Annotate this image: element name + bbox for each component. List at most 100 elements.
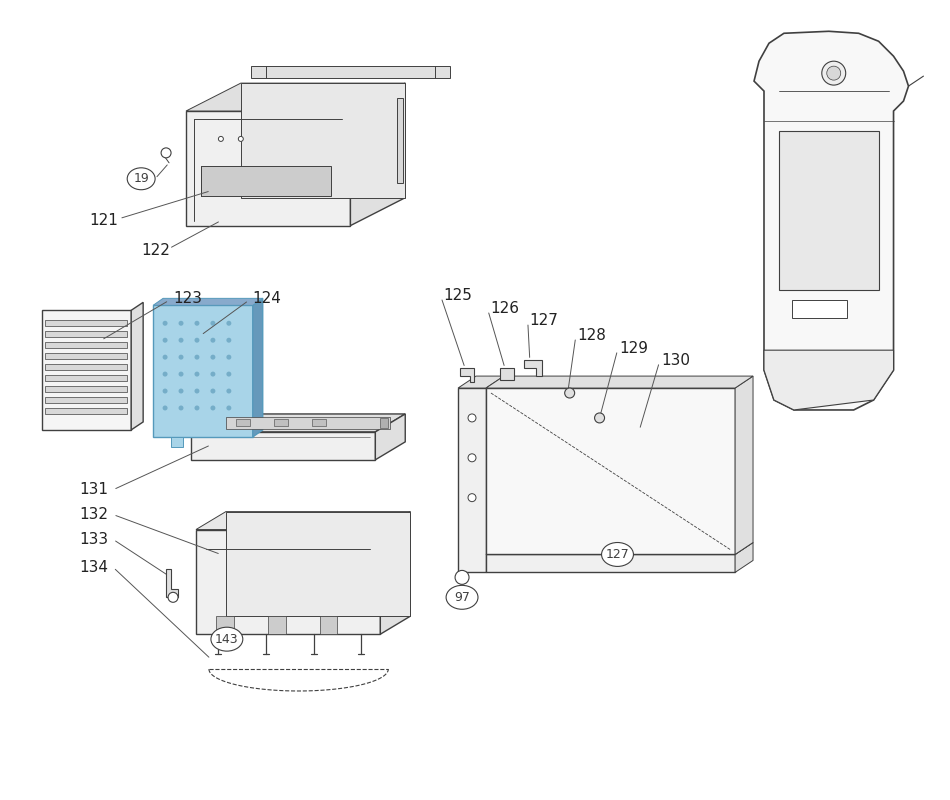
Polygon shape [460, 368, 474, 382]
Circle shape [162, 389, 167, 394]
Text: 127: 127 [606, 548, 630, 561]
Polygon shape [153, 306, 253, 437]
Polygon shape [764, 350, 894, 410]
Circle shape [238, 137, 243, 142]
Circle shape [210, 371, 216, 377]
Circle shape [195, 389, 200, 394]
Text: 128: 128 [578, 328, 606, 342]
Polygon shape [458, 376, 504, 388]
Polygon shape [46, 408, 127, 414]
Circle shape [455, 570, 469, 584]
Polygon shape [42, 310, 131, 430]
Polygon shape [380, 512, 410, 634]
Circle shape [195, 406, 200, 410]
Polygon shape [274, 419, 288, 426]
Text: 122: 122 [142, 243, 170, 258]
Circle shape [162, 371, 167, 377]
Polygon shape [166, 570, 178, 598]
Ellipse shape [127, 168, 155, 190]
Circle shape [162, 148, 171, 158]
Circle shape [162, 354, 167, 360]
Polygon shape [46, 320, 127, 326]
Polygon shape [397, 98, 403, 182]
Circle shape [226, 406, 232, 410]
Circle shape [162, 338, 167, 342]
Polygon shape [191, 414, 406, 432]
Polygon shape [268, 616, 286, 634]
Circle shape [226, 338, 232, 342]
Circle shape [218, 137, 223, 142]
Circle shape [226, 371, 232, 377]
Bar [380, 418, 389, 428]
Polygon shape [196, 530, 380, 634]
Polygon shape [735, 542, 753, 572]
Circle shape [168, 592, 178, 602]
Circle shape [195, 354, 200, 360]
Circle shape [179, 354, 183, 360]
Circle shape [162, 406, 167, 410]
Polygon shape [46, 375, 127, 381]
Circle shape [468, 414, 476, 422]
Circle shape [210, 406, 216, 410]
Polygon shape [486, 554, 735, 572]
Ellipse shape [446, 586, 478, 610]
Text: 97: 97 [454, 591, 470, 604]
Polygon shape [191, 432, 375, 460]
Polygon shape [216, 616, 234, 634]
Polygon shape [351, 83, 406, 226]
Polygon shape [226, 512, 410, 616]
Circle shape [210, 338, 216, 342]
Text: 123: 123 [173, 291, 202, 306]
Circle shape [210, 321, 216, 326]
Circle shape [210, 389, 216, 394]
Text: 134: 134 [80, 560, 108, 575]
Polygon shape [251, 66, 450, 78]
Circle shape [468, 494, 476, 502]
Text: 126: 126 [490, 301, 519, 316]
Polygon shape [458, 388, 486, 572]
Polygon shape [46, 397, 127, 403]
Text: 132: 132 [80, 507, 108, 522]
Polygon shape [486, 542, 753, 554]
Circle shape [162, 321, 167, 326]
Text: 127: 127 [530, 313, 559, 328]
Bar [792, 300, 846, 318]
Circle shape [822, 61, 846, 85]
Text: 129: 129 [619, 341, 649, 356]
Text: 133: 133 [80, 532, 108, 547]
Polygon shape [201, 166, 331, 196]
Polygon shape [46, 386, 127, 392]
Polygon shape [46, 331, 127, 338]
Text: 125: 125 [443, 288, 472, 303]
Circle shape [179, 321, 183, 326]
Circle shape [179, 338, 183, 342]
Polygon shape [486, 388, 735, 554]
Polygon shape [319, 616, 337, 634]
Polygon shape [735, 376, 753, 554]
Circle shape [826, 66, 841, 80]
Text: 130: 130 [661, 353, 691, 368]
Polygon shape [486, 376, 753, 388]
Polygon shape [153, 298, 263, 306]
Polygon shape [500, 368, 514, 380]
Circle shape [564, 388, 575, 398]
Ellipse shape [601, 542, 634, 566]
Circle shape [179, 389, 183, 394]
Circle shape [468, 454, 476, 462]
Polygon shape [226, 417, 390, 429]
Text: 131: 131 [80, 482, 108, 497]
Ellipse shape [211, 627, 243, 651]
Polygon shape [186, 111, 351, 226]
Text: 143: 143 [215, 633, 238, 646]
Circle shape [195, 321, 200, 326]
Polygon shape [375, 414, 406, 460]
Polygon shape [236, 419, 250, 426]
Polygon shape [779, 131, 879, 290]
Circle shape [195, 371, 200, 377]
Polygon shape [253, 298, 263, 437]
Polygon shape [196, 512, 410, 530]
Circle shape [595, 413, 604, 423]
Circle shape [179, 406, 183, 410]
Polygon shape [312, 419, 326, 426]
Circle shape [179, 371, 183, 377]
